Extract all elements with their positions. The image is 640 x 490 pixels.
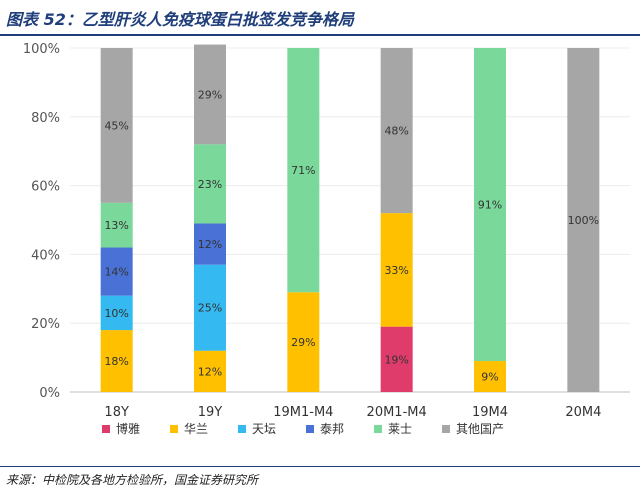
legend-label: 其他国产 (456, 422, 504, 436)
y-tick-label: 60% (31, 180, 60, 195)
bar-segment (194, 44, 226, 145)
bar-data-label: 45% (104, 119, 128, 132)
bar-data-label: 100% (568, 214, 599, 227)
bar-segment (287, 48, 320, 293)
x-tick-label: 19M1-M4 (273, 405, 333, 420)
bar-data-label: 18% (104, 355, 128, 368)
legend: 博雅 华兰 天坛 泰邦 莱士 其他国产 (102, 421, 504, 436)
bar-data-label: 33% (384, 264, 408, 277)
legend-label: 莱士 (388, 422, 412, 436)
bar-data-label: 91% (478, 199, 502, 212)
x-tick-label: 19Y (198, 405, 223, 420)
bar-segment (194, 350, 226, 392)
x-tick-label: 20M1-M4 (367, 405, 427, 420)
y-tick-label: 0% (39, 386, 60, 401)
x-tick-label: 19M4 (472, 405, 508, 420)
bar-segment (194, 223, 226, 265)
bar-segment (100, 202, 133, 248)
bar-segment (100, 48, 133, 203)
y-tick-label: 100% (23, 42, 60, 57)
y-tick-label: 80% (31, 111, 60, 126)
legend-label: 博雅 (116, 421, 140, 436)
x-tick-label: 20M4 (565, 405, 601, 420)
chart-title: 图表 52：乙型肝炎人免疫球蛋白批签发竞争格局 (6, 10, 354, 29)
bar-segment (287, 292, 320, 392)
legend-label: 华兰 (184, 422, 208, 436)
bar-segment (380, 326, 413, 392)
legend-swatch (306, 425, 314, 433)
legend-swatch (102, 425, 110, 433)
legend-swatch (442, 425, 450, 433)
x-tick-label: 18Y (104, 405, 129, 420)
bar-segment (474, 48, 506, 362)
source-bar: 来源：中检院及各地方检验所，国金证券研究所 (0, 466, 640, 490)
bar-data-label: 13% (104, 219, 128, 232)
bar-data-label: 14% (104, 266, 128, 279)
bar-data-label: 29% (198, 88, 222, 101)
bar-data-label: 9% (481, 371, 498, 384)
bar-data-labels: 18% 10% 14% 13% 45% 12% 25% 12% 23% 29% 29% 71% 19% 3… (104, 88, 599, 383)
source-note: 来源：中检院及各地方检验所，国金证券研究所 (6, 473, 259, 487)
bar-segment (100, 247, 133, 296)
y-gridlines (70, 47, 630, 393)
bar-data-label: 71% (291, 164, 315, 177)
bar-data-label: 10% (104, 307, 128, 320)
bar-segment (100, 330, 133, 392)
bar-data-label: 48% (384, 125, 408, 138)
title-bar: 图表 52：乙型肝炎人免疫球蛋白批签发竞争格局 (0, 0, 640, 36)
legend-swatch (238, 425, 246, 433)
x-tick-labels: 18Y 19Y 19M1-M4 20M1-M4 19M4 20M4 (104, 405, 601, 420)
bar-segment (100, 295, 133, 331)
stacked-bar-chart: 0% 20% 40% 60% 80% 100% 18% 10% 14% 13% 45% 12% 25%… (23, 42, 630, 436)
bar-segment (474, 361, 506, 392)
legend-label: 天坛 (252, 422, 276, 436)
bar-segment (194, 264, 226, 351)
bar-data-label: 12% (198, 365, 222, 378)
bar-data-label: 25% (198, 302, 222, 315)
y-tick-label: 20% (31, 317, 60, 332)
bar-segment (380, 48, 413, 214)
bar-data-label: 23% (198, 178, 222, 191)
bar-data-label: 29% (291, 336, 315, 349)
bar-segment (380, 213, 413, 327)
y-tick-labels: 0% 20% 40% 60% 80% 100% (23, 42, 60, 401)
bar-data-label: 19% (384, 353, 408, 366)
bar-data-label: 12% (198, 238, 222, 251)
legend-swatch (374, 425, 382, 433)
y-tick-label: 40% (31, 248, 60, 263)
bar-segment (567, 48, 600, 392)
legend-swatch (170, 425, 178, 433)
bars (100, 44, 600, 392)
bar-segment (194, 144, 226, 224)
legend-label: 泰邦 (320, 422, 344, 436)
